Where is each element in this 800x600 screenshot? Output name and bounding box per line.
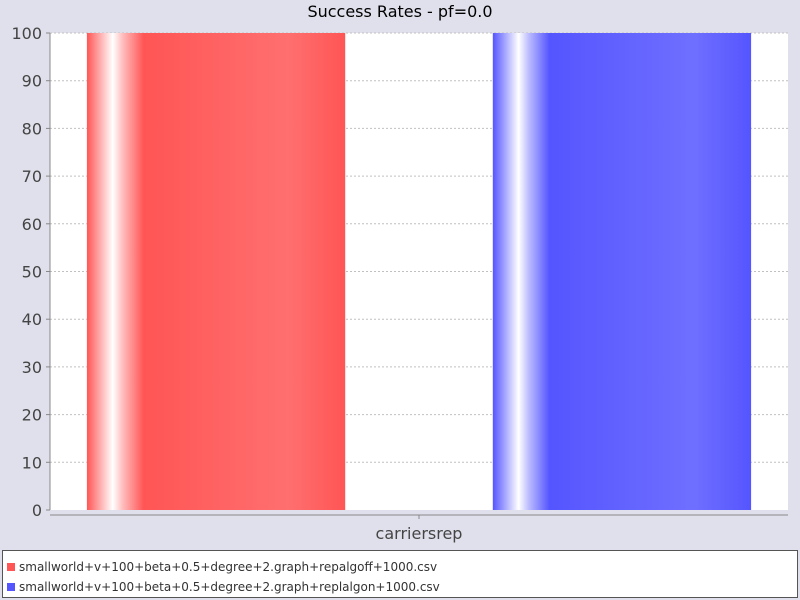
y-tick-label: 20	[22, 406, 42, 425]
x-category-label: carriersrep	[376, 524, 463, 543]
y-tick-label: 80	[22, 119, 42, 138]
y-tick-label: 90	[22, 72, 42, 91]
y-tick-label: 40	[22, 310, 42, 329]
y-tick-label: 30	[22, 358, 42, 377]
y-tick-label: 70	[22, 167, 42, 186]
legend-item: smallworld+v+100+beta+0.5+degree+2.graph…	[7, 578, 440, 596]
legend: smallworld+v+100+beta+0.5+degree+2.graph…	[2, 550, 798, 598]
x-axis-categories: carriersrep	[376, 515, 463, 543]
bars	[86, 33, 752, 510]
y-tick-label: 0	[32, 501, 42, 520]
gridlines	[50, 32, 788, 463]
legend-swatch	[7, 583, 15, 591]
y-axis-ticks: 0 10 20 30 40 50 60 70 80 90 100	[11, 24, 50, 520]
legend-item: smallworld+v+100+beta+0.5+degree+2.graph…	[7, 558, 437, 576]
y-tick-label: 100	[11, 24, 42, 43]
y-tick-label: 50	[22, 263, 42, 282]
legend-swatch	[7, 563, 15, 571]
chart-canvas: 0 10 20 30 40 50 60 70 80 90 100 carriersrep	[11, 24, 788, 543]
legend-label: smallworld+v+100+beta+0.5+degree+2.graph…	[19, 580, 440, 594]
legend-label: smallworld+v+100+beta+0.5+degree+2.graph…	[19, 560, 438, 574]
y-tick-label: 60	[22, 215, 42, 234]
bar-series-2	[492, 33, 752, 510]
bar-series-1	[86, 33, 346, 510]
y-tick-label: 10	[22, 453, 42, 472]
chart-title: Success Rates - pf=0.0	[307, 2, 493, 21]
